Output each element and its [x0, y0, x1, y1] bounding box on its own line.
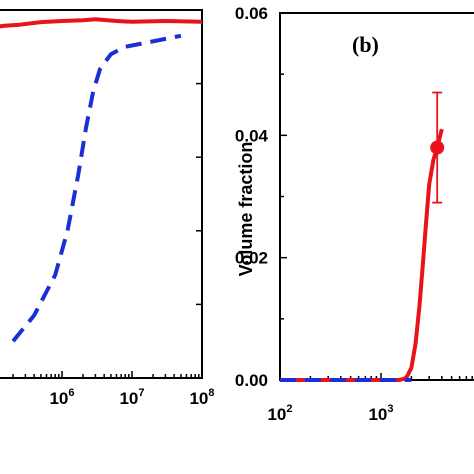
y-axis-title: Volume fraction: [236, 142, 256, 277]
x-tick-label: 108: [189, 387, 214, 408]
panel-b: 0.00 0.02 0.04 0.06 102 103 Volume fraction (b): [235, 4, 474, 424]
data-point-marker: [430, 140, 445, 155]
y-tick-label: 0.06: [235, 4, 268, 23]
y-tick-label: 0.04: [235, 126, 269, 145]
blue-dashed-series: [11, 33, 182, 343]
panel-label: (b): [352, 32, 379, 57]
y-tick-label: 0.00: [235, 371, 268, 390]
panel-a-frame: [0, 9, 203, 379]
x-tick-label: 102: [267, 403, 292, 424]
x-tick-label: 103: [368, 403, 393, 424]
x-tick-label: 106: [49, 387, 74, 408]
red-solid-series: [280, 128, 444, 382]
panel-b-frame: [279, 12, 474, 381]
y-tick-label: 0.02: [235, 249, 268, 268]
panel-a: 106 107 108: [0, 9, 215, 408]
red-solid-series: [0, 17, 203, 29]
x-tick-label: 107: [119, 387, 144, 408]
